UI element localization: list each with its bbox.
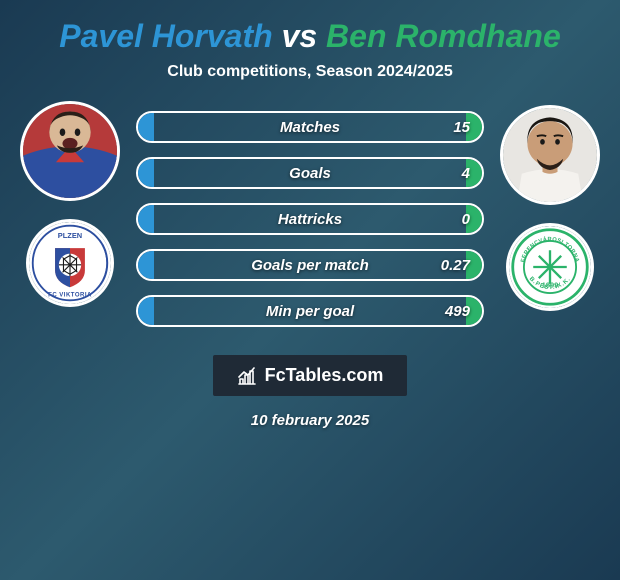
player1-avatar-svg xyxy=(23,101,117,201)
left-column: PLZEN FC VIKTORIA xyxy=(10,101,130,307)
player1-club-svg: PLZEN FC VIKTORIA xyxy=(29,219,111,307)
stat-label: Min per goal xyxy=(138,303,482,320)
player1-club-badge: PLZEN FC VIKTORIA xyxy=(26,219,114,307)
branding-text: FcTables.com xyxy=(265,365,384,386)
player2-name: Ben Romdhane xyxy=(326,18,561,54)
player2-club-svg: FERENCVÁROSI TORNA B.PEST.IX.K. 1899 xyxy=(509,223,591,311)
stat-bar: Hattricks0 xyxy=(136,203,484,235)
stat-value-right: 4 xyxy=(462,165,470,182)
stat-bar: Goals4 xyxy=(136,157,484,189)
svg-text:FC VIKTORIA: FC VIKTORIA xyxy=(48,293,92,299)
stat-label: Hattricks xyxy=(138,211,482,228)
stat-label: Matches xyxy=(138,119,482,136)
comparison-card: Pavel Horvath vs Ben Romdhane Club compe… xyxy=(0,0,620,580)
stat-label: Goals per match xyxy=(138,257,482,274)
title: Pavel Horvath vs Ben Romdhane xyxy=(59,18,560,55)
date-text: 10 february 2025 xyxy=(251,412,369,429)
vs-text: vs xyxy=(282,18,318,54)
player1-name: Pavel Horvath xyxy=(59,18,272,54)
stats-bars: Matches15 Goals4 Hattricks0 Goals per match… xyxy=(130,111,490,327)
svg-text:PLZEN: PLZEN xyxy=(58,231,82,240)
player1-avatar xyxy=(20,101,120,201)
stat-value-right: 0 xyxy=(462,211,470,228)
stat-label: Goals xyxy=(138,165,482,182)
player2-avatar xyxy=(500,105,600,205)
stat-bar: Min per goal499 xyxy=(136,295,484,327)
player2-club-badge: FERENCVÁROSI TORNA B.PEST.IX.K. 1899 xyxy=(506,223,594,311)
stat-value-right: 499 xyxy=(445,303,470,320)
branding-badge: FcTables.com xyxy=(213,355,408,396)
stat-value-right: 0.27 xyxy=(441,257,470,274)
stat-bar: Goals per match0.27 xyxy=(136,249,484,281)
stat-value-right: 15 xyxy=(453,119,470,136)
content-row: PLZEN FC VIKTORIA Matches15 Goals4 Hattric… xyxy=(10,101,610,327)
svg-text:1899: 1899 xyxy=(542,281,559,290)
chart-icon xyxy=(237,366,257,386)
right-column: FERENCVÁROSI TORNA B.PEST.IX.K. 1899 xyxy=(490,101,610,311)
subtitle: Club competitions, Season 2024/2025 xyxy=(167,63,452,81)
stat-bar: Matches15 xyxy=(136,111,484,143)
player2-avatar-svg xyxy=(503,105,597,205)
